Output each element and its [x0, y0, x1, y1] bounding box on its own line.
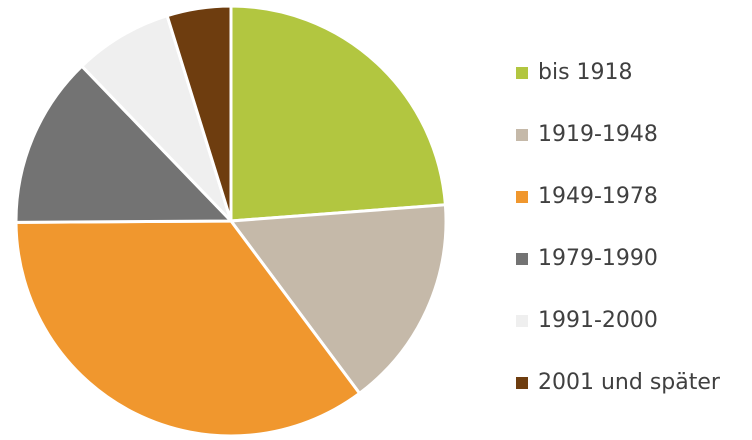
pie-slice — [165, 4, 233, 222]
legend-swatch — [516, 191, 528, 203]
pie-slice — [14, 219, 362, 438]
pie-slice — [79, 13, 233, 223]
legend-swatch — [516, 315, 528, 327]
pie-slice — [228, 203, 448, 396]
pie-slice — [14, 64, 235, 224]
legend-swatch — [516, 377, 528, 389]
legend-label: 1919-1948 — [538, 122, 658, 147]
legend-label: 1991-2000 — [538, 308, 658, 333]
legend-swatch — [516, 129, 528, 141]
legend-label: 1949-1978 — [538, 184, 658, 209]
legend-label: 1979-1990 — [538, 246, 658, 271]
legend-swatch — [516, 253, 528, 265]
pie-slice — [229, 4, 447, 223]
legend-swatch — [516, 67, 528, 79]
legend-label: bis 1918 — [538, 60, 633, 85]
legend-label: 2001 und später — [538, 370, 721, 395]
